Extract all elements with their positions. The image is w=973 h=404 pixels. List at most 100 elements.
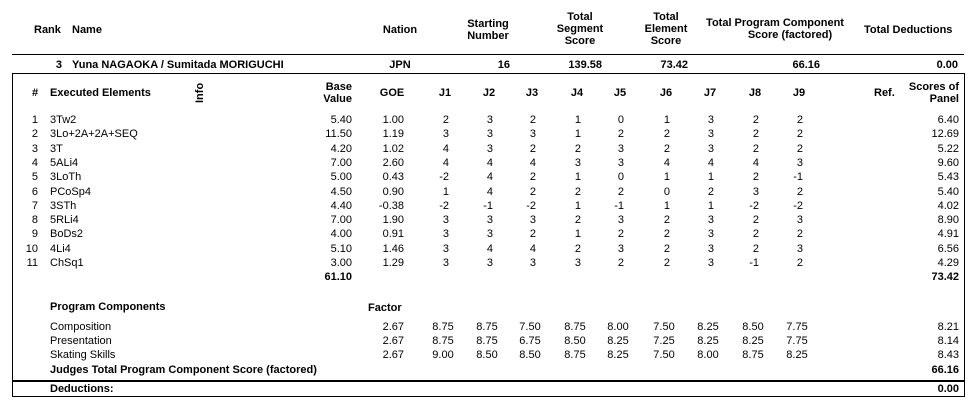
- element-judge-score: 3: [442, 243, 449, 255]
- element-num: 11: [26, 257, 38, 269]
- element-judge-score: 3: [442, 214, 449, 226]
- header-rank: Rank: [34, 24, 61, 36]
- element-base-value: 11.50: [325, 128, 352, 140]
- element-judge-score: 3: [486, 128, 493, 140]
- element-judge-score: 2: [617, 228, 624, 240]
- element-judge-score: 1: [574, 128, 581, 140]
- deductions-box: [12, 381, 965, 397]
- header-deductions: Total Deductions: [864, 24, 953, 36]
- element-judge-score: 2: [617, 186, 624, 198]
- element-judge-score: 2: [574, 243, 581, 255]
- element-judge-score: -1: [793, 171, 803, 183]
- header-element-score-2: Element: [644, 23, 688, 35]
- element-judge-score: 3: [707, 243, 714, 255]
- judge-header-6: J6: [659, 87, 673, 99]
- header-starting-number-2: Number: [467, 30, 509, 42]
- element-panel-score: 9.60: [937, 157, 959, 169]
- element-name: 3Lo+2A+2A+SEQ: [50, 128, 138, 140]
- element-judge-score: 3: [707, 257, 714, 269]
- element-judge-score: 3: [796, 243, 803, 255]
- header-segment-score-2: Segment: [556, 23, 604, 35]
- element-judge-score: 3: [707, 114, 714, 126]
- element-num: 8: [31, 214, 38, 226]
- element-num: 2: [31, 128, 38, 140]
- element-judge-score: 4: [529, 243, 536, 255]
- component-factor: 2.67: [382, 349, 404, 361]
- element-goe: -0.38: [378, 200, 404, 212]
- element-judge-score: 0: [663, 186, 670, 198]
- element-judge-score: 4: [486, 243, 493, 255]
- element-judge-score: -2: [439, 171, 449, 183]
- element-judge-score: 3: [796, 214, 803, 226]
- element-judge-score: 2: [796, 186, 803, 198]
- component-judge-score: 8.25: [607, 349, 629, 361]
- element-judge-score: 3: [617, 157, 624, 169]
- total-panel-score: 73.42: [931, 271, 959, 283]
- element-judge-score: 1: [442, 186, 449, 198]
- element-panel-score: 4.29: [937, 257, 959, 269]
- element-judge-score: 1: [663, 114, 670, 126]
- header-element-score-1: Total: [653, 11, 679, 23]
- header-name: Name: [72, 24, 102, 36]
- element-judge-score: 3: [796, 157, 803, 169]
- element-judge-score: 3: [442, 128, 449, 140]
- element-judge-score: -2: [749, 200, 759, 212]
- element-judge-score: 2: [663, 243, 670, 255]
- element-num: 10: [25, 243, 38, 255]
- component-judge-score: 8.75: [432, 321, 454, 333]
- judge-header-2: J2: [482, 87, 496, 99]
- element-panel-score: 4.02: [937, 200, 959, 212]
- element-judge-score: -1: [483, 200, 493, 212]
- element-panel-score: 6.40: [937, 114, 959, 126]
- component-panel-score: 8.21: [937, 321, 959, 333]
- element-judge-score: 3: [442, 228, 449, 240]
- element-judge-score: 1: [574, 228, 581, 240]
- judges-total-label: Judges Total Program Component Score (fa…: [50, 364, 317, 376]
- element-judge-score: 2: [663, 143, 670, 155]
- element-judge-score: -2: [526, 200, 536, 212]
- element-judge-score: 1: [663, 171, 670, 183]
- judge-header-1: J1: [438, 87, 452, 99]
- element-judge-score: 2: [529, 171, 536, 183]
- judge-header-5: J5: [613, 87, 627, 99]
- component-name: Composition: [50, 321, 112, 333]
- element-num: 3: [31, 143, 38, 155]
- element-base-value: 4.20: [330, 143, 352, 155]
- judge-header-8: J8: [748, 87, 762, 99]
- element-judge-score: 1: [574, 171, 581, 183]
- element-judge-score: 4: [442, 157, 449, 169]
- component-judge-score: 7.50: [653, 349, 675, 361]
- element-name: 3T: [50, 143, 63, 155]
- component-judge-score: 8.75: [742, 349, 764, 361]
- elements-header-scores-2: Panel: [929, 93, 959, 105]
- element-judge-score: 2: [752, 114, 759, 126]
- judges-total-value: 66.16: [931, 364, 959, 376]
- element-judge-score: 0: [617, 171, 624, 183]
- components-factor-label: Factor: [368, 302, 402, 314]
- element-judge-score: 2: [574, 214, 581, 226]
- header-starting-number-1: Starting: [467, 18, 509, 30]
- component-judge-score: 8.75: [476, 321, 498, 333]
- element-goe: 0.90: [382, 186, 404, 198]
- element-judge-score: 3: [486, 257, 493, 269]
- elements-header-executed: Executed Elements: [50, 87, 151, 99]
- element-base-value: 5.00: [330, 171, 352, 183]
- element-judge-score: 2: [529, 143, 536, 155]
- elements-header-num: #: [32, 87, 39, 99]
- element-judge-score: 3: [617, 214, 624, 226]
- element-judge-score: -2: [793, 200, 803, 212]
- element-goe: 1.02: [382, 143, 404, 155]
- component-judge-score: 8.00: [607, 321, 629, 333]
- skater-rank: 3: [55, 59, 62, 71]
- judge-header-3: J3: [525, 87, 539, 99]
- element-name: 3STh: [50, 200, 77, 212]
- element-judge-score: 2: [752, 228, 759, 240]
- element-name: 5ALi4: [50, 157, 79, 169]
- element-num: 5: [31, 171, 38, 183]
- header-pcs-1: Total Program Component: [706, 17, 844, 29]
- header-segment-score-3: Score: [564, 35, 596, 47]
- element-name: 3LoTh: [50, 171, 82, 183]
- element-judge-score: 3: [486, 214, 493, 226]
- deductions-label: Deductions:: [50, 383, 114, 395]
- element-judge-score: 3: [486, 114, 493, 126]
